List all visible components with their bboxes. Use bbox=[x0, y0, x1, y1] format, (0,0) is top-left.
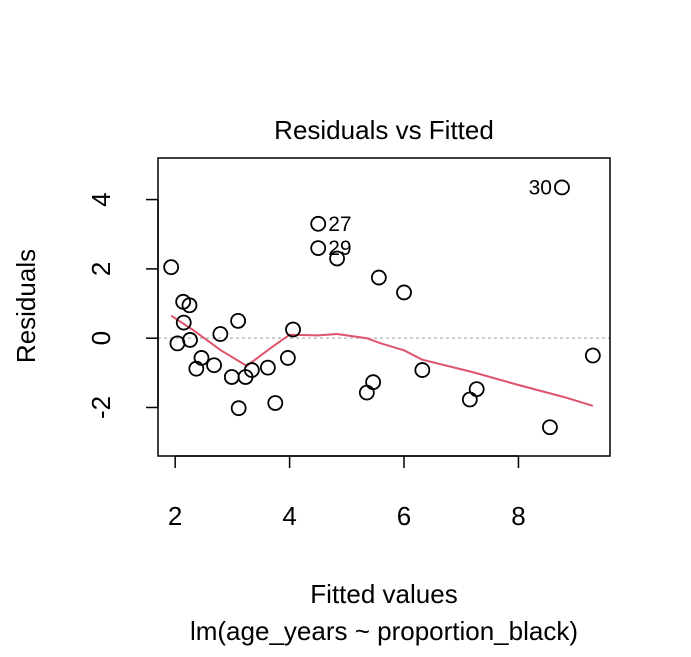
x-tick-label: 2 bbox=[168, 501, 182, 531]
data-point bbox=[193, 350, 210, 366]
data-point bbox=[461, 391, 478, 408]
chart-title: Residuals vs Fitted bbox=[274, 115, 494, 145]
data-point bbox=[230, 312, 247, 329]
data-point bbox=[243, 362, 260, 378]
data-point bbox=[181, 297, 198, 314]
data-point bbox=[206, 357, 222, 374]
point-label: 30 bbox=[529, 176, 552, 199]
y-tick-label: 0 bbox=[86, 331, 116, 345]
data-point bbox=[358, 384, 375, 401]
data-point bbox=[279, 350, 296, 366]
data-point bbox=[230, 400, 247, 417]
data-point bbox=[212, 326, 229, 342]
data-point bbox=[163, 259, 180, 276]
chart-subtitle: lm(age_years ~ proportion_black) bbox=[190, 616, 578, 646]
x-axis-title: Fitted values bbox=[310, 579, 457, 609]
data-point bbox=[267, 395, 284, 411]
point-label: 27 bbox=[328, 213, 351, 236]
data-point bbox=[175, 314, 192, 331]
data-point bbox=[396, 284, 412, 301]
data-point bbox=[310, 240, 327, 256]
data-point bbox=[370, 269, 387, 286]
x-tick-label: 4 bbox=[282, 501, 296, 531]
data-point bbox=[259, 359, 276, 376]
y-tick-label: -2 bbox=[86, 396, 116, 419]
data-point bbox=[329, 250, 345, 267]
data-point bbox=[285, 321, 301, 338]
smooth-trend-line bbox=[170, 314, 594, 407]
data-point bbox=[584, 347, 601, 364]
plot-frame bbox=[157, 157, 611, 457]
data-point bbox=[182, 332, 198, 348]
data-point bbox=[414, 362, 431, 378]
y-tick-label: 4 bbox=[86, 192, 116, 206]
data-point bbox=[310, 215, 327, 232]
y-axis-title: Residuals bbox=[11, 249, 41, 363]
data-point bbox=[554, 179, 570, 196]
x-tick-label: 8 bbox=[511, 501, 525, 531]
y-tick-label: 2 bbox=[86, 262, 116, 276]
data-point bbox=[542, 419, 558, 436]
data-point bbox=[223, 369, 240, 385]
data-point bbox=[468, 381, 485, 398]
point-label: 29 bbox=[328, 237, 351, 260]
x-tick-label: 6 bbox=[397, 501, 411, 531]
data-point bbox=[365, 374, 382, 391]
